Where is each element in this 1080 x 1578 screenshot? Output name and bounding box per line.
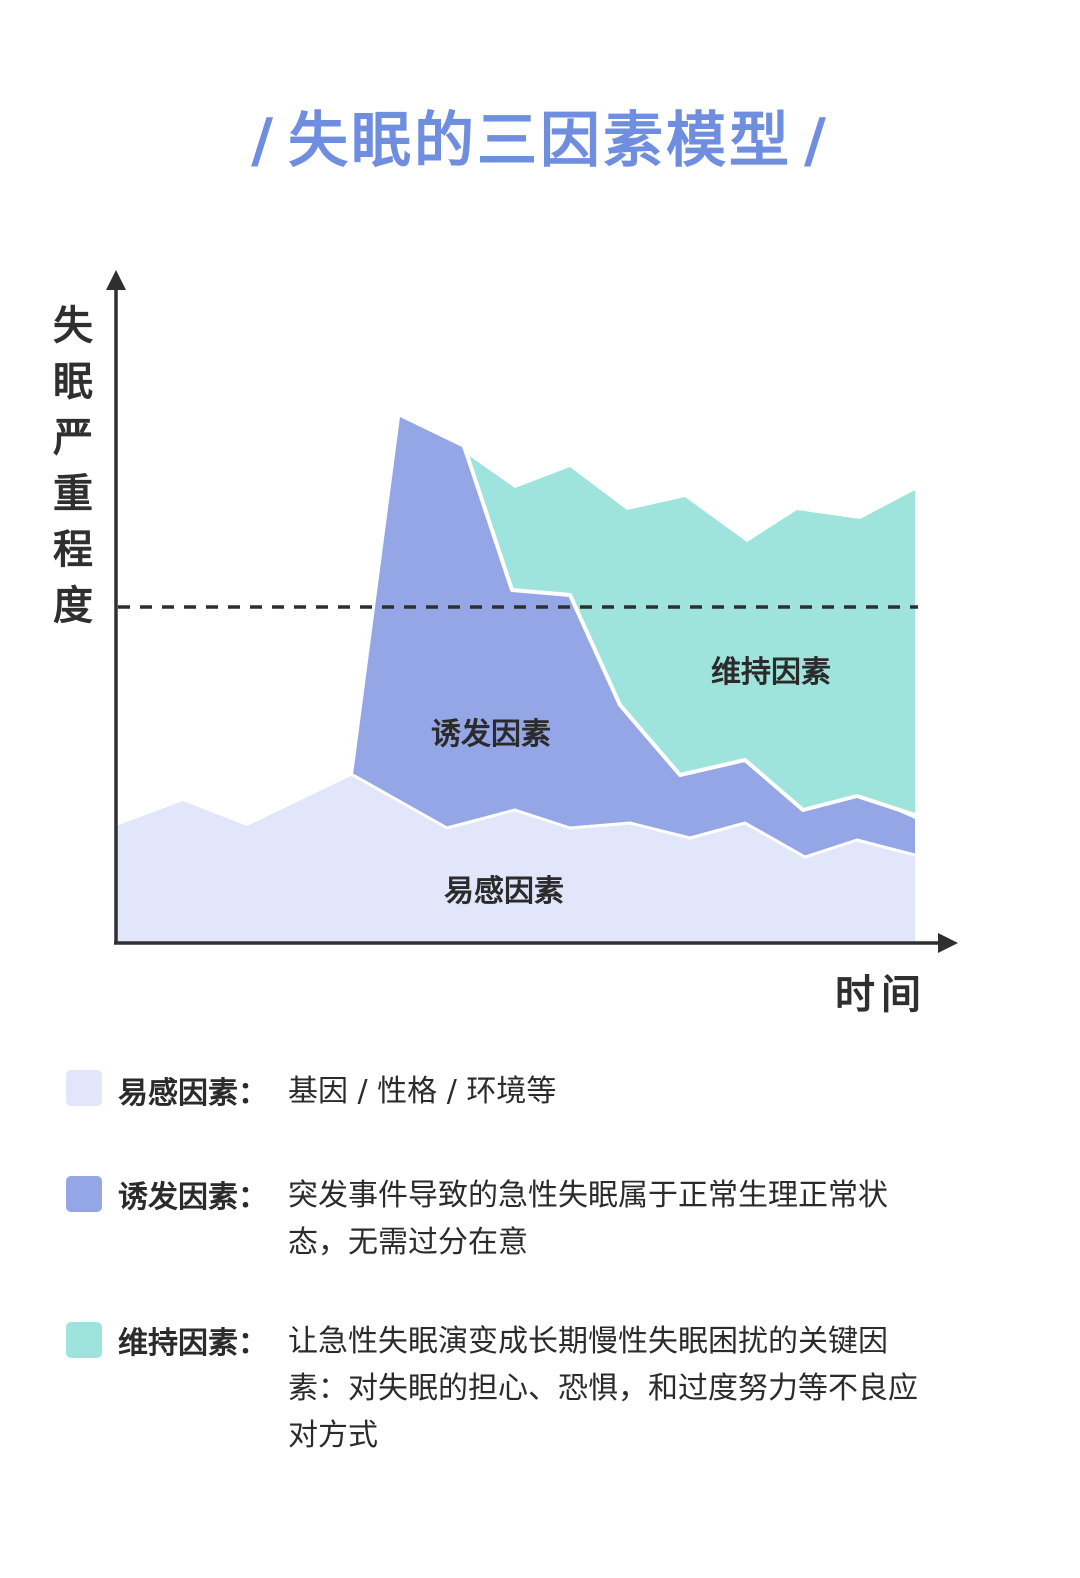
- maintain-area: [468, 455, 915, 815]
- y-axis-label-char: 严: [53, 415, 93, 461]
- y-axis-label-char: 度: [53, 583, 93, 629]
- susceptible-area-label: 易感因素: [444, 874, 564, 909]
- legend-name: 维持因素：: [118, 1326, 268, 1361]
- legend-desc: 让急性失眠演变成长期慢性失眠困扰的关键因素：对失眠的担心、恐惧，和过度努力等不良…: [288, 1324, 918, 1453]
- x-axis-label: 时间: [835, 972, 927, 1018]
- title-slash-left: /: [251, 106, 276, 176]
- legend-swatch-susceptible: [66, 1070, 102, 1106]
- y-axis-label-char: 失: [53, 303, 93, 349]
- title-text: 失眠的三因素模型: [288, 106, 792, 176]
- trigger-area: [353, 417, 915, 857]
- three-factor-chart: 维持因素 诱发因素 易感因素: [106, 270, 958, 953]
- maintain-area-label: 维持因素: [711, 655, 831, 690]
- page-title: / 失眠的三因素模型 /: [0, 92, 1080, 179]
- x-axis-arrow-icon: [938, 933, 958, 953]
- legend-desc: 突发事件导致的急性失眠属于正常生理正常状态，无需过分在意: [288, 1178, 888, 1260]
- trigger-area-label: 诱发因素: [431, 717, 551, 752]
- legend-swatch-trigger: [66, 1176, 102, 1212]
- y-axis-label-char: 程: [53, 527, 93, 573]
- legend-name: 易感因素：: [118, 1076, 268, 1111]
- y-axis-label-char: 眠: [53, 359, 93, 405]
- susceptible-trigger-separator: [352, 773, 916, 859]
- y-axis-arrow-icon: [106, 270, 126, 290]
- title-slash-right: /: [804, 106, 829, 176]
- trigger-maintain-separator: [464, 451, 916, 817]
- y-axis-label: 失 眠 严 重 程 度: [50, 298, 96, 634]
- susceptible-area: [116, 775, 915, 942]
- y-axis-label-char: 重: [53, 471, 93, 517]
- legend-name: 诱发因素：: [118, 1180, 268, 1215]
- legend-desc: 基因 / 性格 / 环境等: [288, 1074, 557, 1109]
- legend-swatch-maintain: [66, 1322, 102, 1358]
